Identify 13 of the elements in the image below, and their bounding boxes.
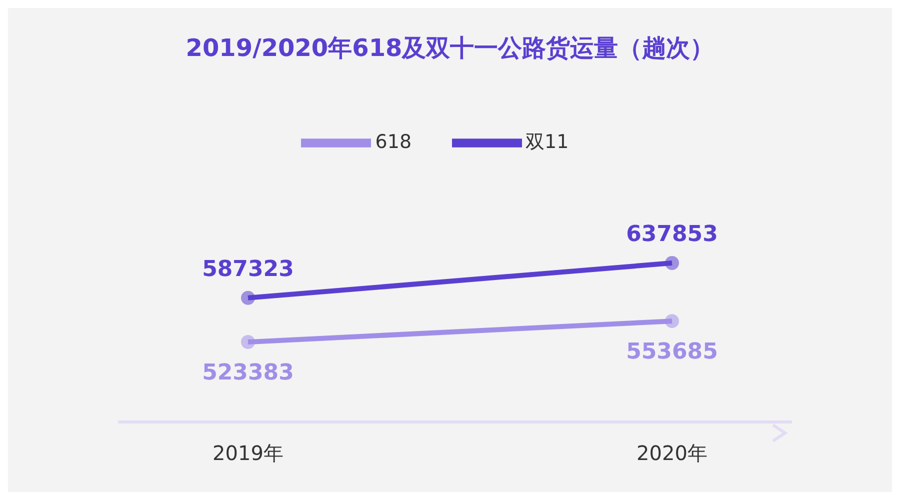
point bbox=[665, 314, 679, 328]
point bbox=[241, 335, 255, 349]
data-label: 637853 bbox=[626, 222, 718, 247]
chart-title: 2019/2020年618及双十一公路货运量（趟次） bbox=[184, 33, 716, 64]
data-label: 587323 bbox=[202, 256, 294, 282]
data-label: 523383 bbox=[202, 360, 294, 386]
legend-label: 618 bbox=[375, 131, 412, 154]
x-tick-label: 2019年 bbox=[212, 441, 284, 466]
x-tick-label: 2020年 bbox=[636, 441, 708, 466]
point bbox=[665, 256, 679, 270]
legend-label: 双11 bbox=[526, 131, 569, 154]
point bbox=[241, 290, 255, 305]
data-label: 553685 bbox=[626, 340, 718, 365]
